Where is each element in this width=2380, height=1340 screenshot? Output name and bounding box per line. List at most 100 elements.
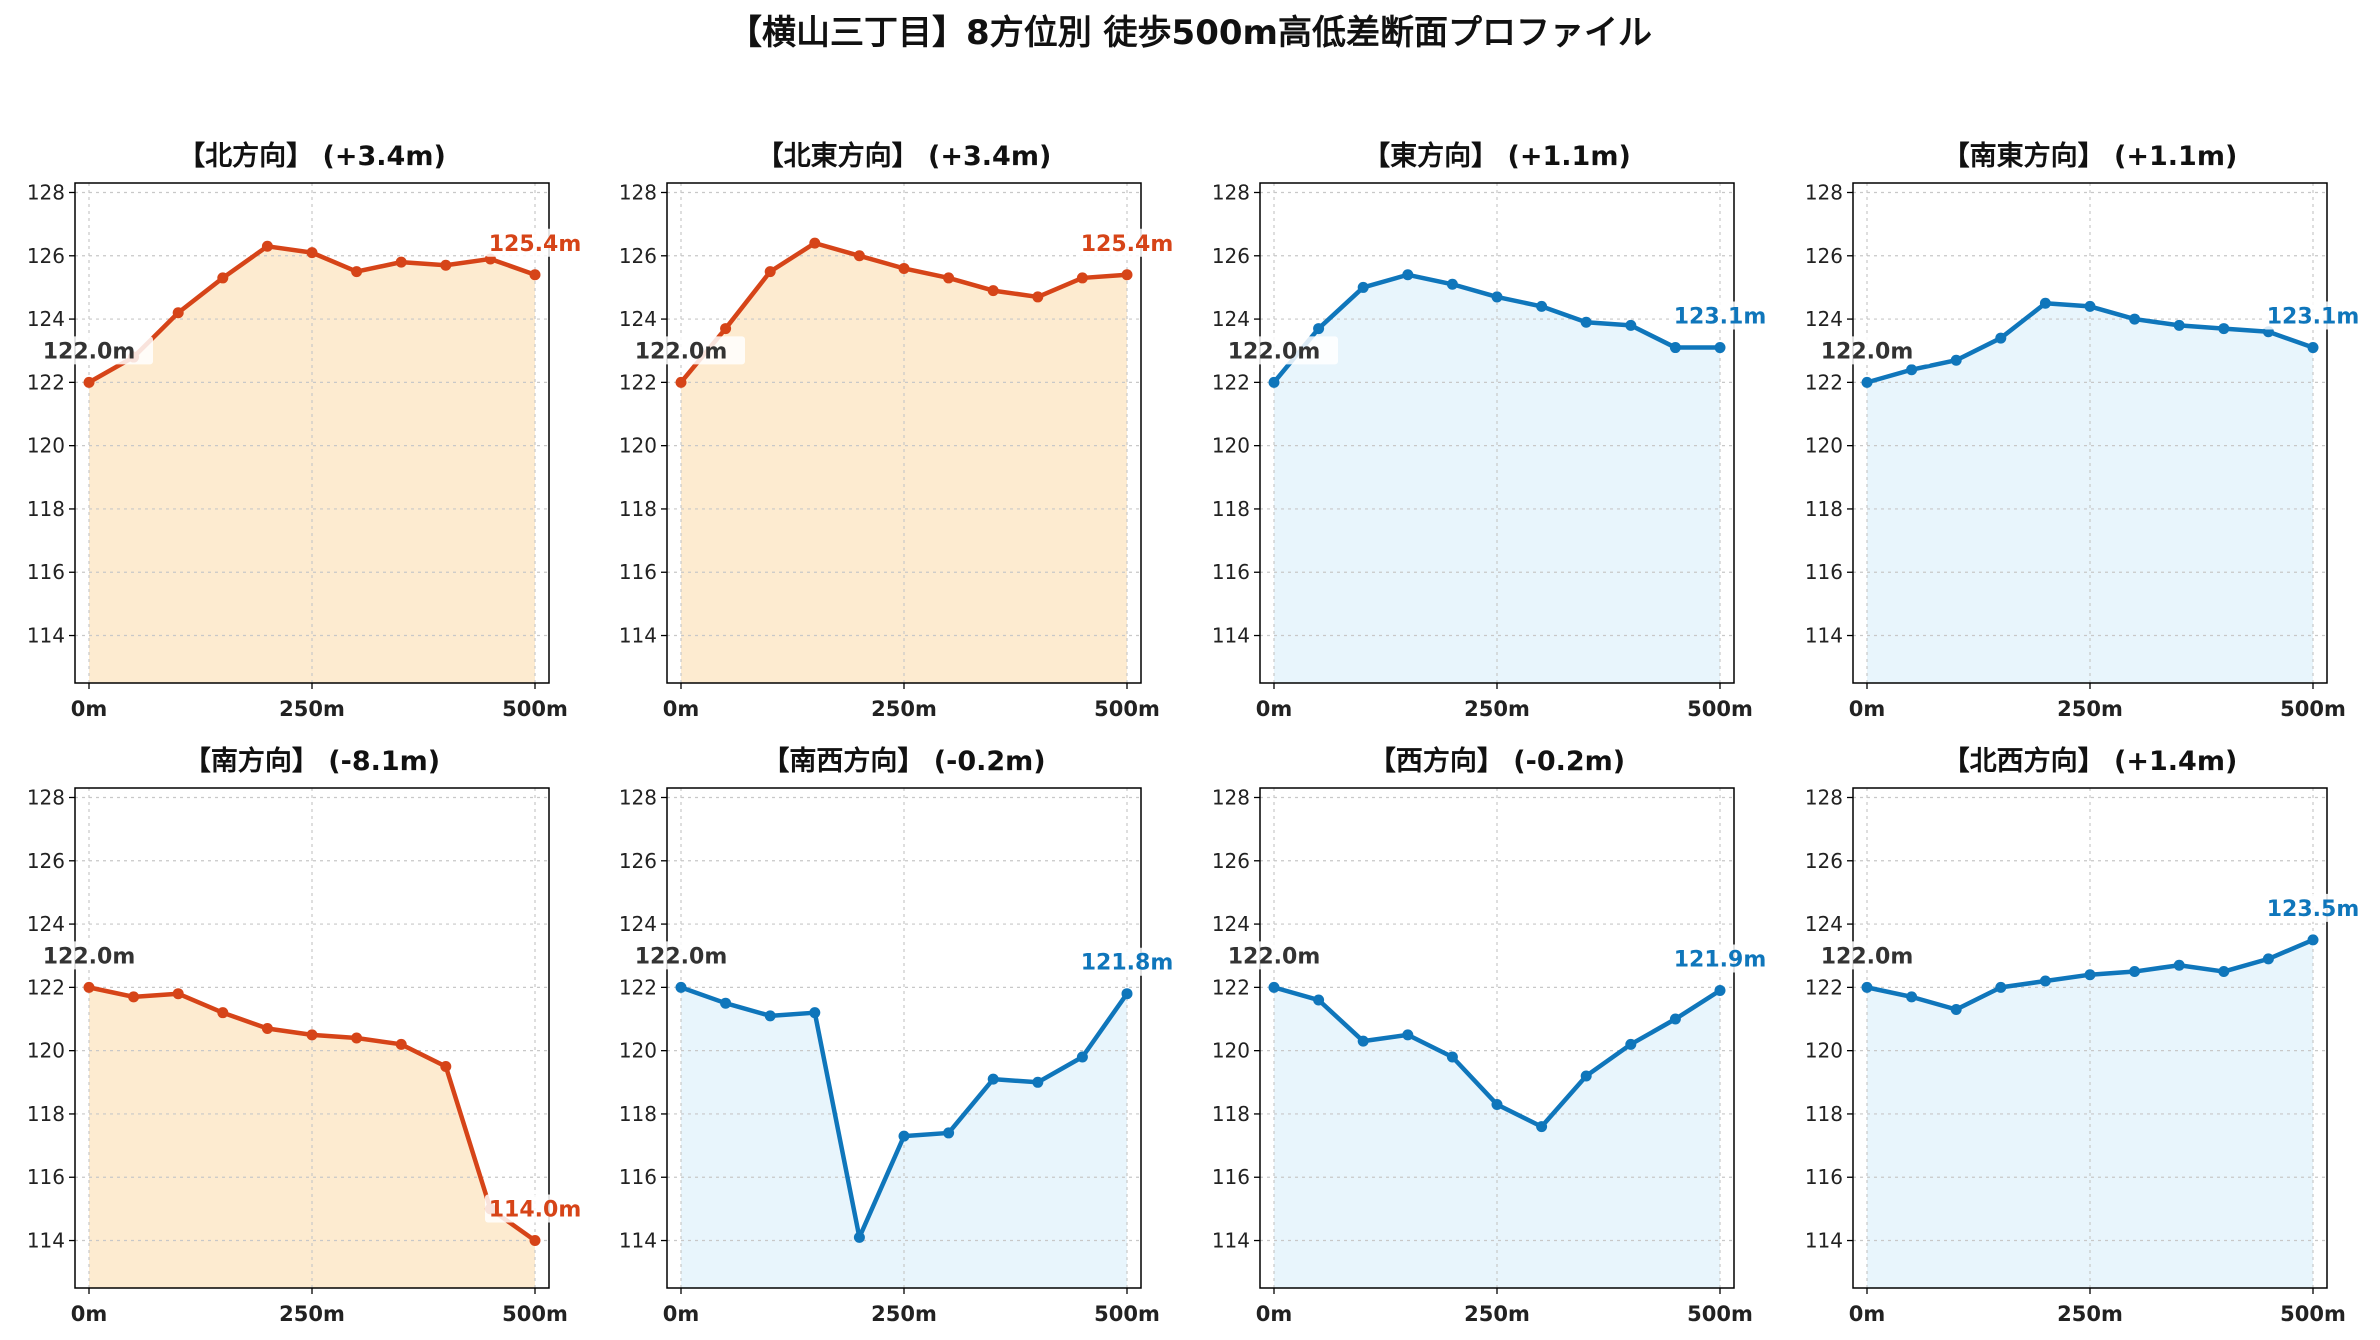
end-label: 121.8m (1081, 951, 1174, 976)
y-tick-label: 122 (27, 975, 65, 999)
data-point (529, 269, 541, 281)
y-tick-label: 124 (1805, 307, 1843, 331)
panel-title: 【南西方向】 (-0.2m) (762, 745, 1045, 777)
y-tick-label: 114 (27, 1229, 65, 1253)
y-tick-label: 126 (1805, 849, 1843, 873)
x-tick-label: 0m (663, 697, 700, 721)
data-point (1121, 269, 1133, 281)
start-label-bg (643, 336, 745, 365)
data-point (351, 266, 363, 278)
y-tick-label: 120 (1805, 1039, 1843, 1063)
x-tick-label: 0m (71, 1302, 108, 1326)
y-tick-label: 118 (1805, 1102, 1843, 1126)
data-point (1995, 332, 2007, 344)
start-label: 122.0m (43, 339, 136, 364)
end-label-bg (2263, 301, 2365, 330)
data-point (1669, 342, 1681, 354)
panels: 114 116 118 120 122 124 126 128 0m 250m 500m 【北方向】 … (27, 140, 2365, 1326)
data-point (1032, 291, 1044, 303)
y-tick-label: 122 (27, 370, 65, 394)
data-point (1402, 269, 1414, 281)
data-point (2262, 953, 2274, 965)
y-tick-label: 126 (619, 244, 657, 268)
y-tick-label: 122 (1212, 975, 1250, 999)
end-label: 121.9m (1674, 948, 1767, 973)
data-point (764, 266, 776, 278)
y-tick-label: 126 (619, 849, 657, 873)
data-point (2173, 319, 2185, 331)
end-label: 125.4m (489, 232, 582, 257)
y-tick-label: 114 (619, 624, 657, 648)
panel-title: 【北東方向】 (+3.4m) (757, 140, 1052, 172)
y-tick-label: 122 (619, 975, 657, 999)
y-tick-label: 126 (27, 849, 65, 873)
y-tick-label: 120 (27, 434, 65, 458)
data-point (943, 1127, 955, 1139)
start-label-bg (1236, 941, 1338, 970)
data-point (1580, 316, 1592, 328)
end-label-bg (1077, 228, 1179, 257)
data-point (853, 1231, 865, 1243)
panel-3: 114 116 118 120 122 124 126 128 0m 250m 500m 【東方向】 … (1212, 140, 1772, 721)
x-tick-label: 0m (71, 697, 108, 721)
y-tick-label: 124 (27, 912, 65, 936)
panel-4: 114 116 118 120 122 124 126 128 0m 250m 500m 【南東方向】… (1805, 140, 2365, 721)
end-label-bg (485, 1194, 587, 1223)
y-tick-label: 120 (619, 434, 657, 458)
data-point (1536, 1121, 1548, 1133)
y-tick-label: 124 (1212, 307, 1250, 331)
start-label: 122.0m (1228, 339, 1321, 364)
y-tick-label: 124 (1212, 912, 1250, 936)
data-point (2307, 934, 2319, 946)
panel-8: 114 116 118 120 122 124 126 128 0m 250m 500m 【北西方向】… (1805, 745, 2365, 1326)
y-tick-label: 128 (1805, 785, 1843, 809)
x-tick-label: 250m (279, 1302, 345, 1326)
data-point (1268, 376, 1280, 388)
y-tick-label: 120 (1805, 434, 1843, 458)
data-point (1950, 354, 1962, 366)
y-tick-label: 128 (27, 180, 65, 204)
end-label: 123.5m (2267, 897, 2360, 922)
y-tick-label: 126 (1805, 244, 1843, 268)
panel-title: 【南方向】 (-8.1m) (184, 745, 440, 777)
panel-title: 【北西方向】 (+1.4m) (1943, 745, 2238, 777)
x-tick-label: 250m (871, 697, 937, 721)
data-point (1076, 1051, 1088, 1063)
panel-2: 114 116 118 120 122 124 126 128 0m 250m 500m 【北東方向】… (619, 140, 1179, 721)
y-tick-label: 116 (1212, 560, 1250, 584)
y-tick-label: 126 (1212, 244, 1250, 268)
end-label-bg (1670, 944, 1772, 973)
y-tick-label: 114 (1212, 624, 1250, 648)
y-tick-label: 114 (1805, 1229, 1843, 1253)
data-point (1357, 1035, 1369, 1047)
data-point (764, 1010, 776, 1022)
y-tick-label: 128 (619, 785, 657, 809)
y-tick-label: 118 (1805, 497, 1843, 521)
data-point (987, 1073, 999, 1085)
data-point (987, 285, 999, 297)
data-point (261, 1023, 273, 1035)
x-tick-label: 500m (1094, 697, 1160, 721)
data-point (395, 256, 407, 268)
data-point (943, 272, 955, 284)
data-point (675, 376, 687, 388)
data-point (1995, 981, 2007, 993)
data-point (2039, 975, 2051, 987)
y-tick-label: 124 (619, 307, 657, 331)
data-point (440, 1060, 452, 1072)
end-label-bg (2263, 893, 2365, 922)
data-point (809, 237, 821, 249)
data-point (172, 988, 184, 1000)
data-point (853, 250, 865, 262)
data-point (1861, 981, 1873, 993)
data-point (720, 323, 732, 335)
start-label-bg (643, 941, 745, 970)
start-label: 122.0m (1821, 944, 1914, 969)
panel-title: 【北方向】 (+3.4m) (178, 140, 446, 172)
y-tick-label: 124 (1805, 912, 1843, 936)
data-point (1669, 1013, 1681, 1025)
y-tick-label: 126 (1212, 849, 1250, 873)
data-point (2129, 966, 2141, 978)
x-tick-label: 0m (1256, 697, 1293, 721)
